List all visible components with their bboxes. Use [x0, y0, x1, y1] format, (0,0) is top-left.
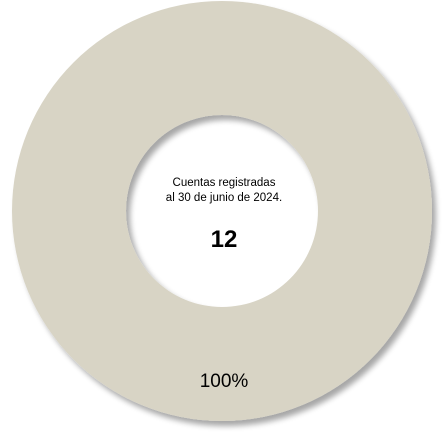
center-caption-line2: al 30 de junio de 2024.: [165, 192, 283, 204]
slice-percent-label: 100%: [199, 371, 249, 392]
center-caption-line1: Cuentas registradas: [172, 177, 276, 189]
slices-group: [12, 1, 432, 421]
donut-slice: [12, 1, 432, 421]
center-caption: Cuentas registradas al 30 de junio de 20…: [124, 176, 324, 206]
center-label: Cuentas registradas al 30 de junio de 20…: [124, 176, 324, 254]
center-value: 12: [210, 226, 238, 253]
